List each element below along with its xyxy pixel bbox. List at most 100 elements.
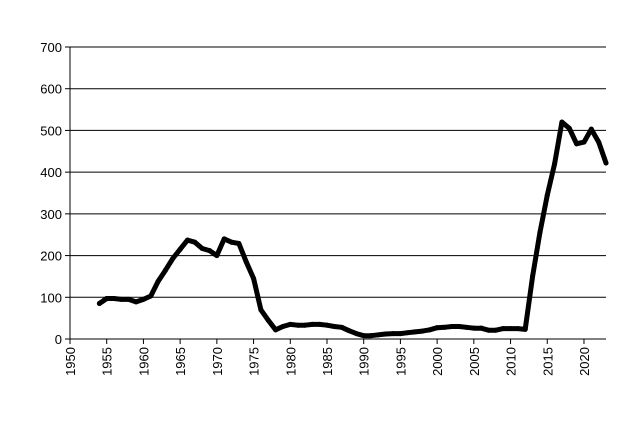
x-tick-label-1985: 1985 bbox=[320, 347, 335, 376]
data-point-1985 bbox=[324, 322, 330, 328]
data-point-2019 bbox=[574, 141, 580, 147]
data-point-1955 bbox=[104, 296, 110, 302]
data-point-1995 bbox=[397, 331, 403, 337]
data-point-1968 bbox=[199, 245, 205, 251]
data-point-1954 bbox=[96, 301, 102, 307]
y-tick-label-600: 600 bbox=[40, 82, 62, 97]
data-point-1977 bbox=[265, 317, 271, 323]
data-point-1989 bbox=[353, 331, 359, 337]
x-tick-label-2020: 2020 bbox=[577, 347, 592, 376]
x-tick-label-1995: 1995 bbox=[393, 347, 408, 376]
data-point-1973 bbox=[236, 240, 242, 246]
gridlines bbox=[70, 46, 606, 298]
data-point-2004 bbox=[463, 324, 469, 330]
y-tick-labels: 0 100 200 300 400 500 600 700 bbox=[40, 40, 70, 347]
y-tick-label-400: 400 bbox=[40, 165, 62, 180]
data-point-2007 bbox=[486, 327, 492, 333]
data-point-2017 bbox=[559, 119, 565, 125]
data-point-1963 bbox=[162, 267, 168, 273]
data-point-1961 bbox=[148, 293, 154, 299]
data-point-1971 bbox=[221, 236, 227, 242]
data-point-1987 bbox=[339, 324, 345, 330]
data-point-2011 bbox=[515, 326, 521, 332]
data-point-1998 bbox=[419, 328, 425, 334]
y-tick-label-300: 300 bbox=[40, 207, 62, 222]
data-point-1999 bbox=[427, 327, 433, 333]
x-tick-label-1960: 1960 bbox=[136, 347, 151, 376]
data-point-2000 bbox=[434, 325, 440, 331]
data-point-1970 bbox=[214, 253, 220, 259]
data-point-1958 bbox=[126, 296, 132, 302]
data-point-1966 bbox=[184, 237, 190, 243]
data-point-2020 bbox=[581, 139, 587, 145]
data-point-1984 bbox=[317, 321, 323, 327]
x-tick-label-1990: 1990 bbox=[357, 347, 372, 376]
x-tick-label-2005: 2005 bbox=[467, 347, 482, 376]
y-tick-label-100: 100 bbox=[40, 290, 62, 305]
data-point-1982 bbox=[302, 322, 308, 328]
x-tick-label-1980: 1980 bbox=[283, 347, 298, 376]
data-point-1996 bbox=[405, 330, 411, 336]
data-point-2015 bbox=[544, 192, 550, 198]
data-point-2008 bbox=[493, 327, 499, 333]
x-tick-label-2000: 2000 bbox=[430, 347, 445, 376]
data-points bbox=[96, 119, 609, 339]
data-point-2023 bbox=[603, 160, 609, 166]
data-point-2018 bbox=[566, 125, 572, 131]
x-tick-label-1950: 1950 bbox=[63, 347, 78, 376]
series-line-0 bbox=[96, 119, 609, 339]
data-point-1979 bbox=[280, 323, 286, 329]
data-point-2006 bbox=[478, 325, 484, 331]
data-point-1964 bbox=[170, 255, 176, 261]
data-point-1978 bbox=[273, 327, 279, 333]
data-point-2010 bbox=[508, 326, 514, 332]
data-point-2005 bbox=[471, 325, 477, 331]
data-point-2002 bbox=[449, 323, 455, 329]
data-point-2012 bbox=[522, 326, 528, 332]
data-point-1980 bbox=[287, 321, 293, 327]
data-point-1965 bbox=[177, 246, 183, 252]
data-point-1975 bbox=[251, 276, 257, 282]
axes bbox=[69, 47, 606, 340]
x-tick-label-1955: 1955 bbox=[100, 347, 115, 376]
data-point-1972 bbox=[229, 239, 235, 245]
data-point-1992 bbox=[375, 332, 381, 338]
y-tick-label-500: 500 bbox=[40, 123, 62, 138]
data-point-1981 bbox=[295, 322, 301, 328]
y-tick-label-200: 200 bbox=[40, 249, 62, 264]
data-point-1962 bbox=[155, 278, 161, 284]
data-point-2003 bbox=[456, 323, 462, 329]
data-point-2021 bbox=[588, 126, 594, 132]
x-tick-labels: 1950 1955 1960 1965 1970 1975 1980 1985 1990 1995… bbox=[63, 339, 592, 376]
data-point-1957 bbox=[118, 296, 124, 302]
data-point-2022 bbox=[596, 139, 602, 145]
data-point-1959 bbox=[133, 299, 139, 305]
x-tick-label-1970: 1970 bbox=[210, 347, 225, 376]
data-point-2013 bbox=[530, 273, 536, 279]
x-tick-label-2015: 2015 bbox=[540, 347, 555, 376]
data-point-1969 bbox=[207, 248, 213, 254]
data-point-1986 bbox=[331, 323, 337, 329]
data-point-2014 bbox=[537, 230, 543, 236]
data-point-1991 bbox=[368, 333, 374, 339]
data-point-1983 bbox=[309, 321, 315, 327]
y-tick-label-700: 700 bbox=[40, 40, 62, 55]
x-tick-label-2010: 2010 bbox=[504, 347, 519, 376]
data-point-1990 bbox=[361, 333, 367, 339]
data-point-1994 bbox=[390, 331, 396, 337]
data-point-1956 bbox=[111, 296, 117, 302]
x-tick-label-1965: 1965 bbox=[173, 347, 188, 376]
data-point-1976 bbox=[258, 307, 264, 313]
data-point-1993 bbox=[383, 331, 389, 337]
data-point-2009 bbox=[500, 326, 506, 332]
data-point-1960 bbox=[140, 296, 146, 302]
data-point-1997 bbox=[412, 329, 418, 335]
data-point-2001 bbox=[441, 324, 447, 330]
x-tick-label-1975: 1975 bbox=[247, 347, 262, 376]
data-point-1967 bbox=[192, 239, 198, 245]
data-point-1988 bbox=[346, 328, 352, 334]
data-point-2016 bbox=[552, 161, 558, 167]
series-group bbox=[96, 119, 609, 339]
data-point-1974 bbox=[243, 259, 249, 265]
